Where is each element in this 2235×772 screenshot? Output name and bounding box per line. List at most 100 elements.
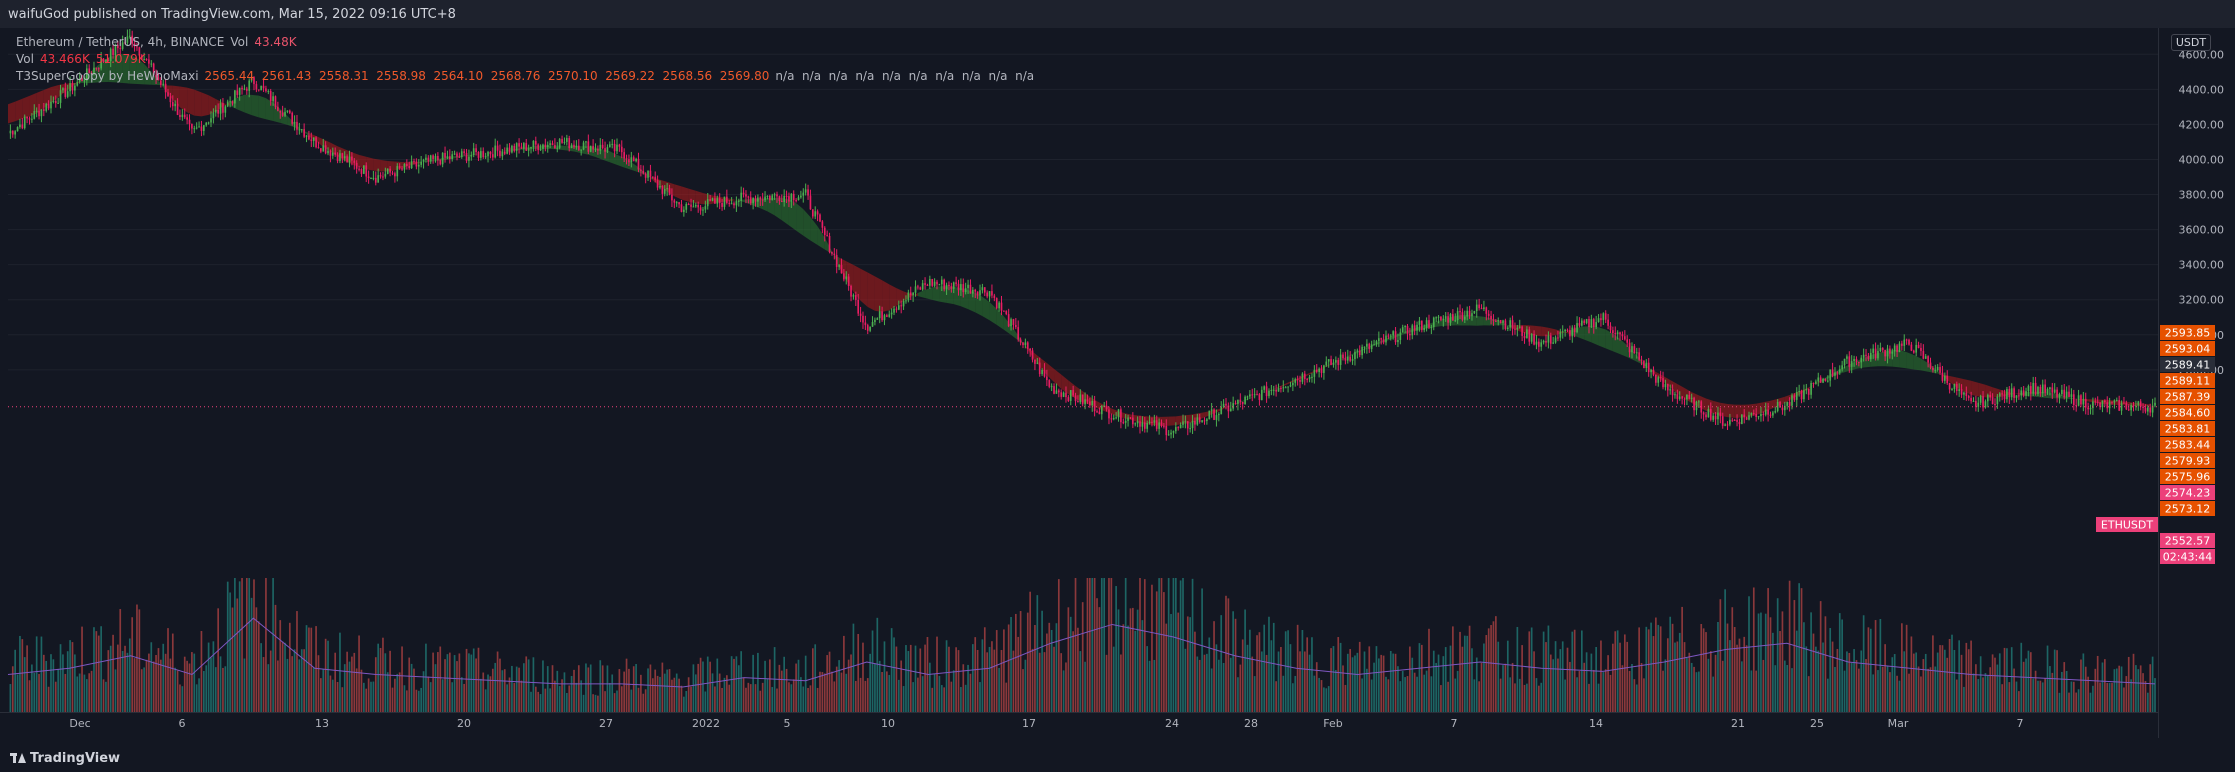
volume-bar [721,687,723,712]
candle-body [446,156,449,158]
price-chart[interactable]: 4600.004400.004200.004000.003800.003600.… [0,28,2235,738]
volume-bar [611,674,614,712]
volume-bar [1210,668,1213,712]
volume-bar [188,663,191,712]
price-badge [2160,341,2215,356]
ribbon-segment [839,257,847,281]
candle-body [730,203,733,205]
volume-bar [2147,692,2149,712]
ribbon-segment [1870,352,1878,367]
volume-bar [718,673,721,712]
volume-bar [1819,601,1822,712]
ribbon-segment [1534,325,1542,337]
candle-body [1826,380,1829,382]
candle-body [661,186,664,194]
chart-area[interactable]: 4600.00 4400.00 4200.00 4000.00 3800.00 3600.… [0,28,2235,738]
candle-body [948,284,950,287]
volume-bar [864,680,867,712]
candle-body [2130,405,2132,411]
candle-body [847,276,850,286]
candle-body [1621,334,1624,337]
candle-body [862,315,864,323]
candle-body [783,195,786,203]
candle-body [1029,348,1031,351]
candle-body [1387,335,1390,337]
volume-bar [2070,681,2073,712]
candle-body [1155,420,1158,429]
ribbon-segment [15,98,23,122]
volume-bar [248,578,251,712]
candle-body [1588,318,1590,328]
volume-bar [279,620,282,712]
volume-bar [635,664,637,712]
volume-bar [2084,666,2087,712]
volume-bar [1270,640,1273,712]
candle-body [186,117,188,120]
volume-bar [195,684,198,712]
candle-body [1986,394,1989,402]
candle-body [718,198,721,203]
volume-bar [19,635,21,712]
candle-body [2041,384,2044,394]
candle-body [843,273,845,280]
tradingview-logo[interactable]: TradingView [10,751,120,766]
price-badge-label: 2552.57 [2165,535,2211,548]
volume-bar [948,646,950,712]
ribbon-segment [172,85,180,108]
candle-body [465,152,468,161]
candle-body [632,157,635,162]
candle-body [372,177,375,179]
volume-bar [1282,675,1285,712]
candle-body [1478,304,1480,309]
volume-bar [1604,669,1607,712]
candle-body [1540,342,1543,347]
candle-body [835,255,838,267]
volume-bar [296,611,298,712]
volume-bar [1506,640,1509,712]
candle-body [620,146,623,153]
legend-t3-label: T3SuperGoopy by HeWhoMaxi [16,69,199,83]
candle-body [1779,401,1781,408]
volume-bar [1165,623,1168,712]
volume-bar [854,680,857,712]
volume-bar [1953,649,1956,712]
volume-bar [2149,664,2152,712]
candle-body [1253,394,1256,396]
candle-body [1081,394,1084,405]
volume-bar [1932,635,1934,712]
candle-body [1406,326,1409,334]
volume-bar [2101,662,2104,712]
volume-bar [269,650,272,712]
candle-body [881,311,883,321]
volume-bar [580,680,583,712]
volume-bar [308,627,310,712]
candle-body [1511,320,1514,329]
candle-body [2125,402,2128,410]
candle-body [1865,354,1867,356]
ribbon-segment [359,154,367,170]
ribbon-segment [115,53,123,84]
volume-bar [93,627,95,712]
volume-bar [83,674,86,712]
volume-bar [1198,659,1201,712]
candle-body [1638,352,1640,360]
volume-bar [1311,637,1313,712]
ribbon-segment [1820,376,1828,383]
candle-body [754,198,757,202]
candle-body [38,110,40,117]
candle-body [1038,362,1041,374]
volume-bar [1571,631,1574,712]
volume-bar [640,674,642,712]
ribbon-segment [1849,360,1857,371]
candle-body [1096,411,1098,413]
ribbon-segment [1462,314,1470,326]
volume-bar [1284,631,1287,712]
ribbon-segment [1268,387,1277,392]
candle-body [1712,415,1715,420]
currency-unit-button[interactable]: USDT [2171,34,2211,51]
volume-bar [389,650,391,712]
symbol-tag [2096,517,2158,532]
volume-bar [666,669,668,712]
candle-body [2144,408,2147,412]
volume-bar [1903,651,1906,712]
